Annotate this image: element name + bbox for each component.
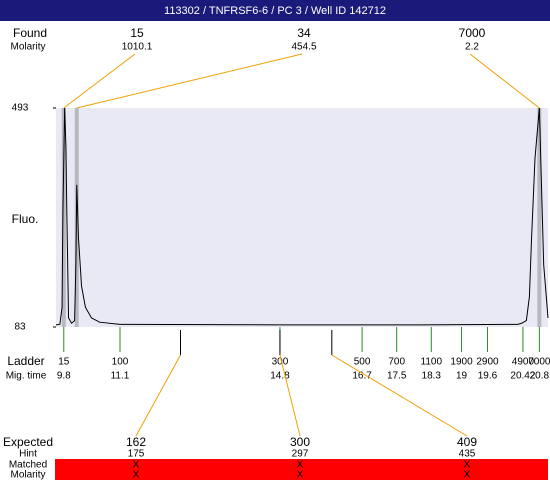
- found-sub-label: Molarity: [10, 42, 45, 53]
- ladder-size: 15: [58, 357, 70, 368]
- matched: X: [464, 460, 471, 471]
- ladder-size: 7000: [528, 357, 550, 368]
- ladder-label: Ladder: [7, 354, 44, 368]
- match-bar: [55, 459, 548, 480]
- ladder-size: 700: [388, 357, 405, 368]
- matched: X: [297, 460, 304, 471]
- mig-time: 16.7: [352, 371, 372, 382]
- peak-marker: [61, 108, 66, 327]
- mig-time: 14.8: [270, 371, 290, 382]
- hint: 175: [128, 449, 145, 460]
- mig-time: 19: [456, 371, 468, 382]
- found-label: Found: [13, 26, 47, 40]
- found-molarity: 2.2: [465, 42, 479, 53]
- y-tick-label: 493: [12, 103, 29, 114]
- title-bar: [0, 0, 550, 21]
- ladder-size: 1900: [450, 357, 473, 368]
- found-size: 34: [297, 26, 311, 40]
- plot-area: [56, 108, 548, 327]
- mig-time: 20.8: [530, 371, 550, 382]
- expected-connector: [279, 354, 301, 437]
- ladder-size: 100: [112, 357, 129, 368]
- ladder-size: 2900: [476, 357, 499, 368]
- molarity: X: [464, 470, 471, 480]
- mig-time: 19.6: [478, 371, 498, 382]
- mig-time: 20.42: [510, 371, 535, 382]
- expected-label: Expected: [3, 435, 53, 449]
- ladder-size: 300: [272, 357, 289, 368]
- expected-size: 409: [457, 435, 477, 449]
- molarity: X: [297, 470, 304, 480]
- molarity: X: [133, 470, 140, 480]
- hint-label: Hint: [19, 449, 37, 460]
- found-molarity: 454.5: [291, 42, 316, 53]
- hint: 435: [459, 449, 476, 460]
- expected-connector: [331, 354, 468, 437]
- matched-label: Matched: [9, 460, 47, 471]
- peak-marker: [537, 108, 542, 327]
- ladder-size: 1100: [421, 357, 443, 368]
- molarity-label: Molarity: [10, 470, 45, 480]
- found-size: 15: [130, 26, 144, 40]
- y-label: Fluo.: [12, 212, 39, 226]
- matched: X: [133, 460, 140, 471]
- y-tick-label: 83: [14, 322, 26, 333]
- hint: 297: [292, 449, 309, 460]
- expected-size: 162: [126, 435, 146, 449]
- mig-time: 11.1: [111, 371, 130, 382]
- trace: [55, 107, 549, 326]
- ladder-size: 4900: [512, 357, 535, 368]
- found-molarity: 1010.1: [122, 42, 153, 53]
- mig-time: 18.3: [422, 371, 442, 382]
- found-connector: [76, 53, 303, 109]
- ladder-sub-label: Mig. time: [6, 371, 47, 382]
- title: 113302 / TNFRSF6-6 / PC 3 / Well ID 1427…: [164, 5, 386, 17]
- found-connector: [63, 53, 136, 109]
- found-size: 7000: [459, 26, 486, 40]
- mig-time: 9.8: [57, 371, 71, 382]
- ladder-size: 500: [354, 357, 371, 368]
- expected-connector: [135, 354, 181, 437]
- expected-size: 300: [290, 435, 310, 449]
- mig-time: 17.5: [387, 371, 407, 382]
- found-connector: [469, 53, 540, 109]
